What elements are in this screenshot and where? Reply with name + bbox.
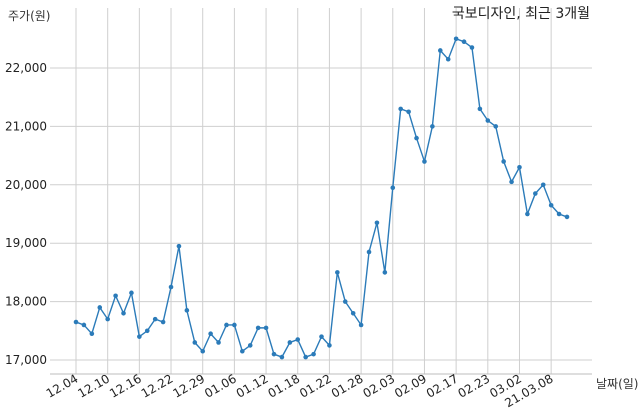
data-point bbox=[477, 106, 483, 112]
data-point bbox=[358, 322, 364, 328]
x-tick-label: 01.12 bbox=[234, 371, 271, 400]
y-tick-label: 22,000 bbox=[5, 61, 47, 75]
data-point bbox=[437, 48, 443, 53]
data-point bbox=[232, 322, 237, 328]
data-point bbox=[224, 322, 229, 328]
data-point bbox=[216, 340, 221, 345]
data-point bbox=[184, 308, 190, 313]
data-point bbox=[89, 331, 95, 337]
data-point bbox=[113, 293, 118, 299]
data-point bbox=[105, 316, 110, 322]
x-tick-label: 01.28 bbox=[329, 371, 366, 400]
x-tick-label: 01.18 bbox=[265, 371, 302, 400]
y-tick-label: 18,000 bbox=[5, 295, 47, 309]
data-point bbox=[556, 211, 562, 217]
x-tick-label: 02.03 bbox=[361, 371, 398, 400]
y-axis-label: 주가(원) bbox=[8, 9, 50, 23]
y-tick-label: 21,000 bbox=[5, 119, 47, 133]
x-tick-label: 12.29 bbox=[170, 371, 207, 400]
y-tick-labels: 17,000 18,000 19,000 20,000 21,000 22,000 bbox=[5, 61, 47, 367]
chart-title: 국보디자인, 최근 3개월 bbox=[452, 6, 590, 22]
data-point bbox=[319, 334, 324, 339]
data-point bbox=[469, 45, 475, 50]
x-tick-label: 12.10 bbox=[75, 371, 112, 400]
x-tick-label: 01.06 bbox=[202, 371, 239, 400]
data-point bbox=[97, 305, 103, 310]
data-point bbox=[533, 191, 538, 196]
data-point bbox=[398, 106, 403, 112]
data-point bbox=[445, 56, 451, 62]
data-point bbox=[121, 310, 126, 316]
y-tick-label: 17,000 bbox=[5, 353, 47, 367]
data-point bbox=[414, 135, 419, 141]
data-point bbox=[168, 284, 174, 290]
data-point bbox=[311, 351, 316, 357]
price-points bbox=[73, 36, 570, 360]
data-point bbox=[271, 351, 277, 357]
data-point bbox=[350, 310, 356, 316]
data-point bbox=[152, 316, 158, 322]
x-tick-label: 12.16 bbox=[107, 371, 144, 400]
x-tick-label: 01.22 bbox=[297, 371, 334, 400]
data-point bbox=[406, 109, 411, 115]
data-point bbox=[81, 322, 87, 328]
data-point bbox=[129, 290, 134, 296]
price-series-line bbox=[75, 37, 568, 358]
x-tick-label: 02.09 bbox=[392, 371, 429, 400]
x-tick-label: 02.23 bbox=[456, 371, 493, 400]
data-point bbox=[240, 348, 245, 354]
data-point bbox=[295, 337, 301, 342]
x-tick-labels: 12.0412.1012.1612.2212.2901.0601.1201.18… bbox=[44, 371, 556, 410]
data-point bbox=[342, 299, 348, 304]
data-point bbox=[287, 340, 293, 345]
data-point bbox=[192, 340, 198, 345]
data-point bbox=[548, 202, 554, 208]
data-point bbox=[303, 354, 308, 360]
data-point bbox=[485, 118, 491, 123]
y-tick-label: 20,000 bbox=[5, 178, 47, 192]
data-point bbox=[509, 179, 514, 185]
data-point bbox=[564, 214, 570, 220]
y-gridlines bbox=[50, 67, 592, 361]
data-point bbox=[137, 334, 142, 339]
data-point bbox=[263, 325, 269, 331]
data-point bbox=[430, 124, 435, 129]
data-point bbox=[255, 325, 261, 331]
data-point bbox=[501, 159, 506, 164]
x-gridlines bbox=[75, 8, 552, 374]
y-tick-label: 19,000 bbox=[5, 236, 47, 250]
data-point bbox=[374, 220, 380, 226]
x-tick-label: 12.04 bbox=[44, 371, 81, 400]
data-point bbox=[453, 36, 459, 42]
data-point bbox=[73, 319, 79, 325]
data-point bbox=[144, 328, 150, 334]
data-point bbox=[461, 39, 467, 45]
data-point bbox=[176, 243, 182, 249]
x-tick-label: 12.22 bbox=[139, 371, 176, 400]
data-point bbox=[390, 185, 396, 191]
data-point bbox=[208, 331, 213, 337]
data-point bbox=[517, 164, 522, 170]
x-tick-label: 02.17 bbox=[424, 371, 461, 400]
data-point bbox=[366, 249, 372, 255]
data-point bbox=[335, 270, 340, 275]
data-point bbox=[279, 354, 285, 360]
data-point bbox=[540, 182, 546, 188]
data-point bbox=[247, 343, 253, 348]
data-point bbox=[327, 343, 332, 348]
data-point bbox=[525, 211, 530, 217]
data-point bbox=[382, 270, 388, 275]
data-point bbox=[200, 348, 206, 354]
data-point bbox=[160, 319, 166, 325]
data-point bbox=[493, 124, 499, 129]
data-point bbox=[422, 159, 427, 164]
x-axis-label: 날짜(일) bbox=[596, 377, 638, 391]
